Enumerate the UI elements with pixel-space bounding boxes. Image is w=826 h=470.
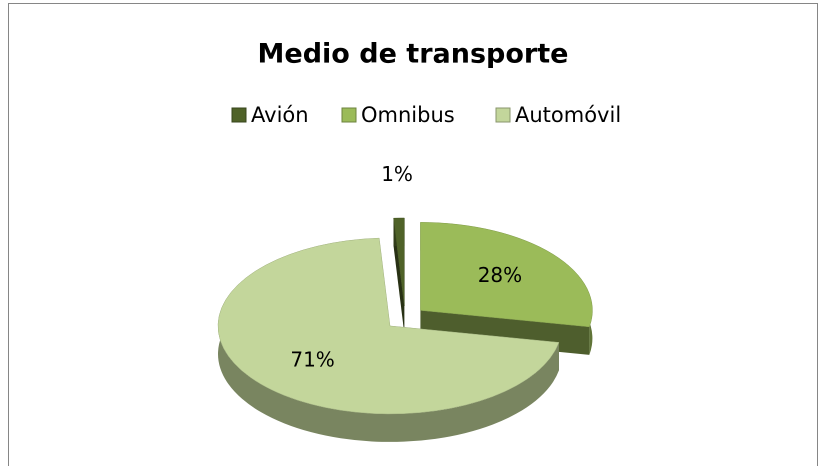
legend-label: Omnibus [361,103,455,127]
slice-side [393,218,405,335]
chart-title: Medio de transporte [258,39,569,70]
legend-swatch [341,107,357,123]
legend-label: Avión [251,103,309,127]
legend-swatch [231,107,247,123]
slice [420,222,593,328]
slice [217,237,560,415]
legend-label: Automóvil [515,103,621,127]
data-label: 71% [290,347,334,371]
slice [393,217,405,307]
data-label: 1% [381,162,413,186]
data-label: 28% [478,263,522,287]
legend-swatch [495,107,511,123]
